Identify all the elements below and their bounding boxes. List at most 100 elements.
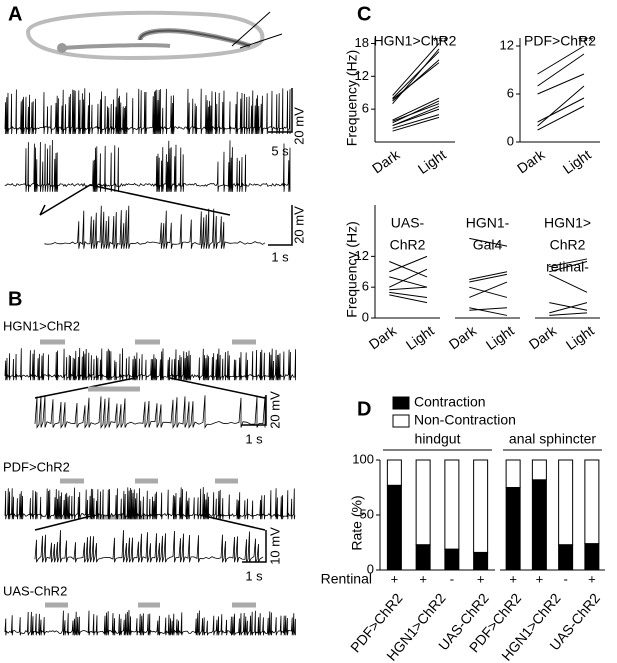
- scale-label: 20 mV: [291, 206, 306, 244]
- trace-label: UAS-ChR2: [3, 583, 67, 598]
- y-tick-label: 0: [362, 309, 369, 324]
- chart-title: PDF>ChR2: [524, 33, 596, 49]
- data-line: [392, 48, 440, 105]
- data-line: [537, 53, 585, 87]
- y-tick-label: 6: [507, 85, 514, 100]
- y-tick-label: 0: [367, 561, 374, 576]
- panel-label: B: [8, 288, 22, 310]
- retinal-mark: +: [419, 571, 427, 586]
- chart-title: ChR2: [390, 237, 426, 253]
- trace: [4, 487, 296, 520]
- chart-title: ChR2: [550, 237, 586, 253]
- trace-label: PDF>ChR2: [3, 459, 70, 474]
- bar: [505, 487, 521, 571]
- y-axis-label: Rate (%): [349, 495, 365, 550]
- bar: [415, 459, 431, 546]
- data-line: [389, 294, 428, 304]
- data-line: [469, 273, 508, 283]
- data-line: [392, 105, 440, 127]
- y-tick-label: 12: [355, 68, 369, 83]
- trace: [4, 88, 291, 135]
- data-line: [392, 51, 440, 99]
- row-label: Rentinal: [321, 571, 372, 587]
- data-line: [537, 97, 585, 123]
- scale-bars: [34, 88, 293, 563]
- data-line: [389, 291, 428, 298]
- data-line: [537, 85, 585, 127]
- data-line: [392, 103, 440, 122]
- data-line: [392, 62, 440, 100]
- scale-label: 10 mV: [267, 527, 282, 565]
- legend-swatch: [392, 414, 410, 428]
- y-tick-label: 18: [355, 35, 369, 50]
- scale-label: 5 s: [271, 143, 289, 158]
- data-line: [392, 100, 440, 124]
- bar: [584, 459, 600, 545]
- trace: [34, 395, 266, 430]
- legend-label: Contraction: [414, 394, 486, 410]
- data-line: [469, 286, 508, 298]
- x-tick-label: Dark: [446, 322, 480, 353]
- data-line: [389, 276, 428, 288]
- retinal-mark: +: [536, 571, 544, 586]
- bar: [558, 459, 574, 546]
- data-line: [389, 261, 428, 278]
- bar: [386, 484, 402, 571]
- chart-title: HGN1>ChR2: [374, 33, 457, 49]
- data-line: [537, 73, 585, 95]
- stim-bars: [40, 339, 256, 608]
- bar: [386, 459, 402, 486]
- scale-label: 1 s: [245, 431, 263, 446]
- retinal-mark: +: [588, 571, 596, 586]
- bar: [531, 459, 547, 481]
- data-line: [392, 97, 440, 121]
- y-tick-label: 12: [500, 37, 514, 52]
- data-line: [469, 307, 508, 311]
- trace-label: HGN1>ChR2: [3, 318, 80, 333]
- data-line: [469, 237, 508, 247]
- data-line: [469, 307, 508, 316]
- x-tick-label: Light: [563, 322, 597, 353]
- retinal-mark: +: [477, 571, 485, 586]
- bar: [473, 551, 489, 571]
- bar: [415, 544, 431, 571]
- x-tick-label: Light: [415, 146, 449, 177]
- chart-title: HGN1-: [466, 215, 510, 231]
- y-tick-label: 12: [355, 248, 369, 263]
- trace: [34, 530, 264, 563]
- y-tick-label: 50: [360, 506, 374, 521]
- data-line: [392, 116, 440, 132]
- bar: [558, 544, 574, 571]
- data-line: [549, 302, 588, 311]
- x-tick-label: Dark: [514, 146, 548, 177]
- trace: [4, 347, 296, 381]
- data-line: [389, 255, 428, 273]
- y-tick-label: 6: [362, 279, 369, 294]
- chart-title: UAS-: [391, 215, 425, 231]
- scale-label: 1 s: [271, 249, 289, 264]
- bar: [505, 459, 521, 488]
- x-tick-label: Light: [403, 322, 437, 353]
- data-line: [537, 105, 585, 131]
- x-tick-label: Light: [560, 146, 594, 177]
- data-line: [549, 312, 588, 316]
- scale-label: 1 s: [245, 568, 263, 583]
- chart-title: hindgut: [415, 431, 461, 447]
- y-tick-label: 0: [507, 133, 514, 148]
- annotation: ***: [433, 33, 448, 48]
- retinal-mark: +: [391, 571, 399, 586]
- data-line: [392, 43, 440, 96]
- data-line: [549, 261, 588, 273]
- y-axis-label: Frequency (Hz): [344, 50, 360, 146]
- bar: [473, 459, 489, 553]
- trace: [44, 205, 266, 249]
- y-axis-label: Frequency (Hz): [344, 221, 360, 317]
- data-line: [537, 45, 585, 75]
- scale-label: 20 mV: [267, 391, 282, 429]
- annotation: ***: [578, 33, 593, 48]
- panel-label: D: [357, 398, 371, 420]
- y-tick-label: 6: [362, 101, 369, 116]
- retinal-mark: -: [563, 571, 567, 586]
- data-line: [389, 268, 428, 288]
